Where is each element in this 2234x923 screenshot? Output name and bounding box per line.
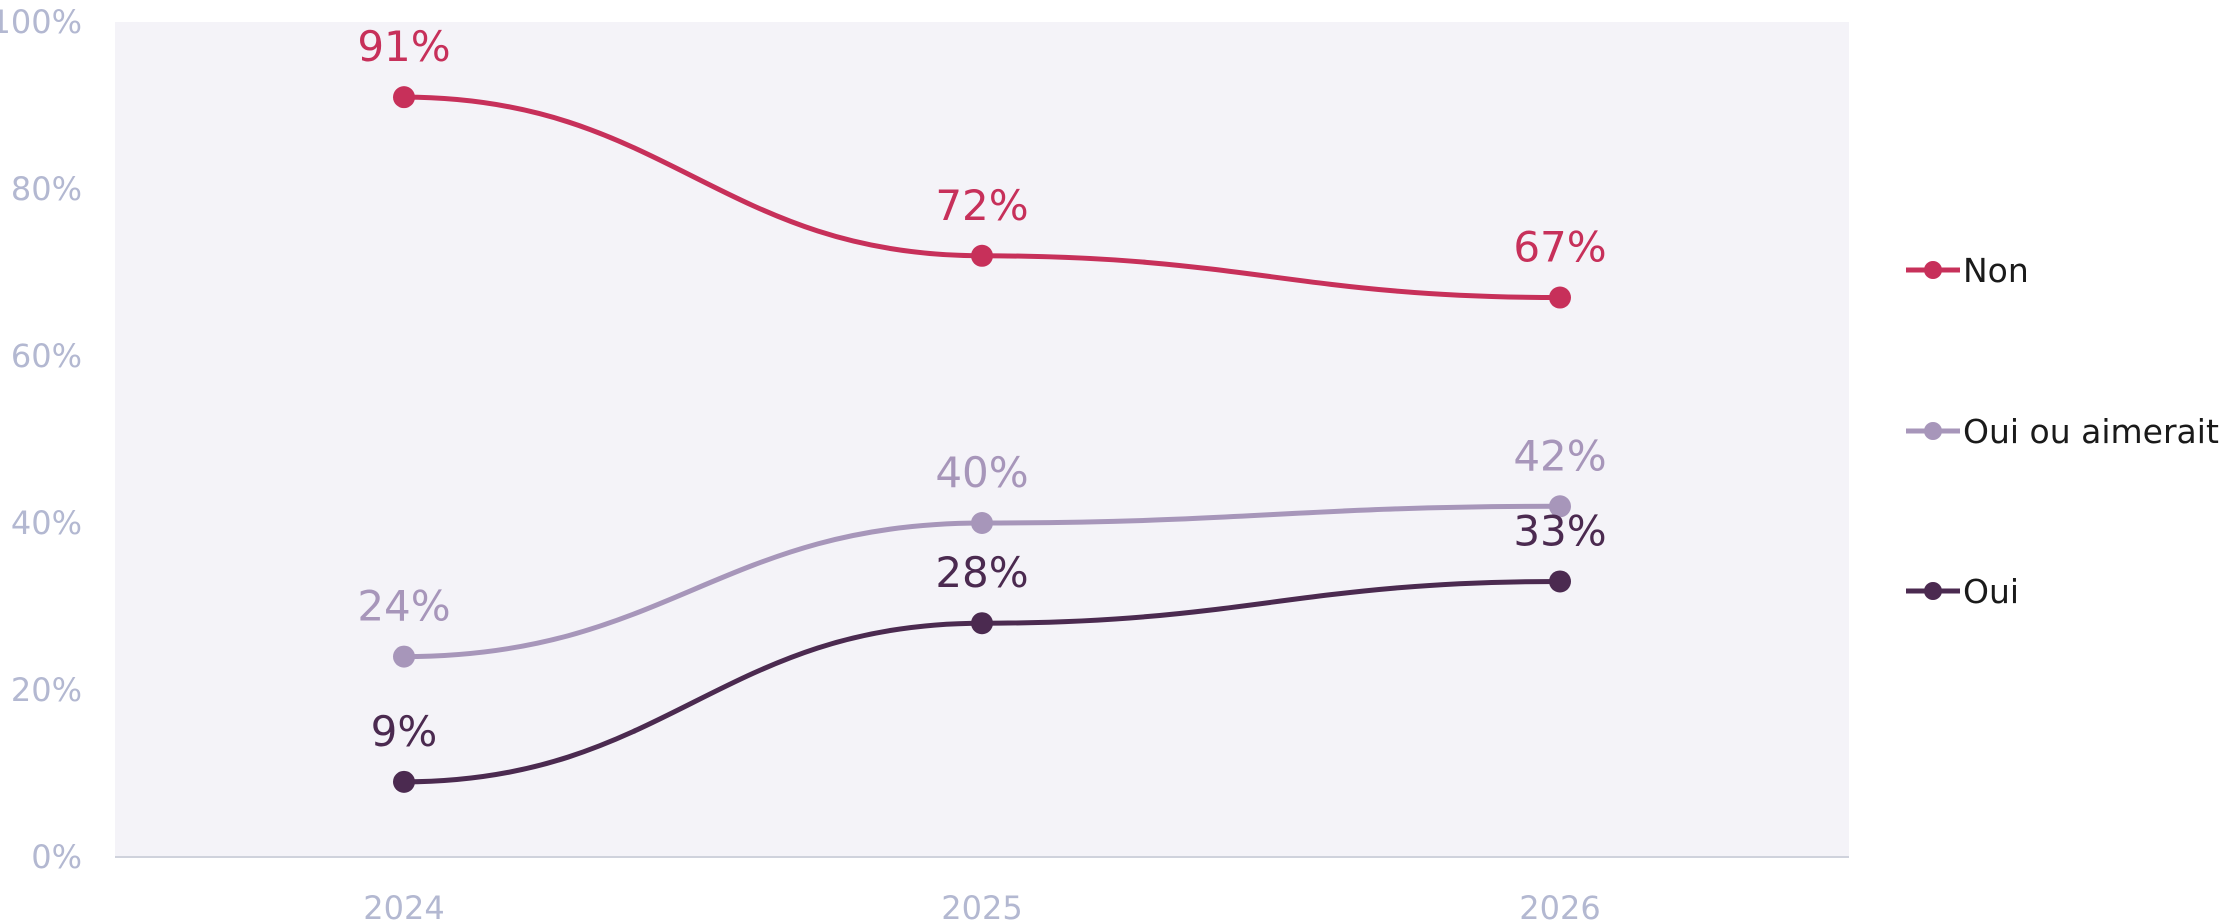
data-label: 42%: [1513, 431, 1606, 480]
x-tick-label: 2025: [941, 889, 1022, 923]
y-tick-label: 20%: [11, 671, 82, 709]
series-layer: 91% 72% 67% 24% 40% 42% 9% 28% 33%: [357, 22, 1607, 793]
data-label: 24%: [357, 582, 450, 631]
legend-swatch-marker: [1924, 261, 1942, 279]
y-tick-label: 100%: [0, 3, 82, 41]
data-point: [971, 244, 993, 267]
y-tick-label: 40%: [11, 504, 82, 542]
data-point: [1549, 570, 1571, 593]
legend-label: Oui ou aimerait: [1963, 412, 2219, 451]
data-point: [393, 770, 415, 793]
legend-item: Non: [1906, 251, 2029, 290]
legend-label: Non: [1963, 251, 2029, 290]
data-point: [393, 86, 415, 109]
data-label: 91%: [357, 22, 450, 71]
data-label: 28%: [935, 548, 1028, 597]
data-label: 72%: [935, 181, 1028, 230]
series-non: 91% 72% 67%: [357, 22, 1607, 309]
y-tick-label: 0%: [31, 838, 82, 876]
y-tick-label: 80%: [11, 170, 82, 208]
data-point: [393, 645, 415, 668]
data-point: [971, 512, 993, 534]
x-axis-ticks: 2024 2025 2026: [363, 889, 1600, 923]
legend-item: Oui ou aimerait: [1906, 412, 2219, 451]
x-tick-label: 2024: [363, 889, 444, 923]
data-label: 40%: [935, 448, 1028, 497]
legend-swatch-marker: [1924, 422, 1942, 440]
data-point: [971, 612, 993, 635]
legend: Non Oui ou aimerait Oui: [1906, 251, 2219, 611]
data-point: [1549, 286, 1571, 309]
data-label: 33%: [1513, 506, 1606, 555]
plot-area: [115, 22, 1849, 857]
legend-label: Oui: [1963, 572, 2019, 611]
legend-swatch-marker: [1924, 582, 1942, 600]
data-label: 9%: [371, 707, 438, 756]
data-point: [1549, 495, 1571, 518]
series-oui-ou-aimerait: 24% 40% 42%: [357, 431, 1607, 668]
y-axis-ticks: 0% 20% 40% 60% 80% 100%: [0, 3, 82, 876]
series-oui: 9% 28% 33%: [371, 506, 1607, 793]
x-tick-label: 2026: [1519, 889, 1600, 923]
data-label: 67%: [1513, 223, 1606, 272]
y-tick-label: 60%: [11, 337, 82, 375]
legend-item: Oui: [1906, 572, 2019, 611]
